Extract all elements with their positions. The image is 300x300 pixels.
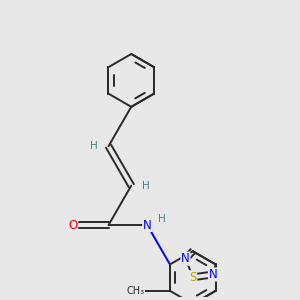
- Text: H: H: [90, 141, 98, 151]
- Text: H: H: [158, 214, 166, 224]
- Text: S: S: [189, 271, 197, 284]
- Text: N: N: [208, 268, 217, 281]
- Text: H: H: [142, 181, 150, 190]
- Text: O: O: [68, 218, 78, 232]
- Text: CH₃: CH₃: [126, 286, 145, 296]
- Text: N: N: [181, 252, 190, 265]
- Text: N: N: [143, 218, 152, 232]
